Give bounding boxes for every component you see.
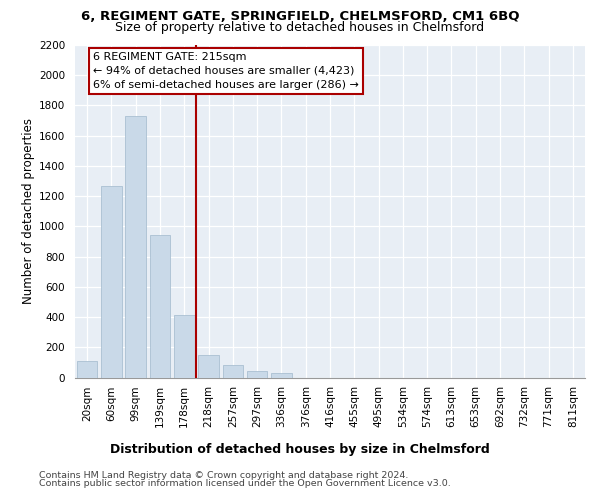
Bar bbox=[174, 315, 194, 378]
Text: Size of property relative to detached houses in Chelmsford: Size of property relative to detached ho… bbox=[115, 21, 485, 34]
Y-axis label: Number of detached properties: Number of detached properties bbox=[22, 118, 35, 304]
Bar bbox=[125, 116, 146, 378]
Bar bbox=[223, 366, 243, 378]
Bar bbox=[149, 236, 170, 378]
Bar bbox=[77, 361, 97, 378]
Bar bbox=[101, 186, 122, 378]
Text: 6, REGIMENT GATE, SPRINGFIELD, CHELMSFORD, CM1 6BQ: 6, REGIMENT GATE, SPRINGFIELD, CHELMSFOR… bbox=[81, 10, 519, 23]
Bar bbox=[271, 374, 292, 378]
Text: Distribution of detached houses by size in Chelmsford: Distribution of detached houses by size … bbox=[110, 442, 490, 456]
Bar bbox=[247, 370, 268, 378]
Bar bbox=[198, 355, 219, 378]
Text: Contains public sector information licensed under the Open Government Licence v3: Contains public sector information licen… bbox=[39, 479, 451, 488]
Text: 6 REGIMENT GATE: 215sqm
← 94% of detached houses are smaller (4,423)
6% of semi-: 6 REGIMENT GATE: 215sqm ← 94% of detache… bbox=[93, 52, 359, 90]
Text: Contains HM Land Registry data © Crown copyright and database right 2024.: Contains HM Land Registry data © Crown c… bbox=[39, 470, 409, 480]
